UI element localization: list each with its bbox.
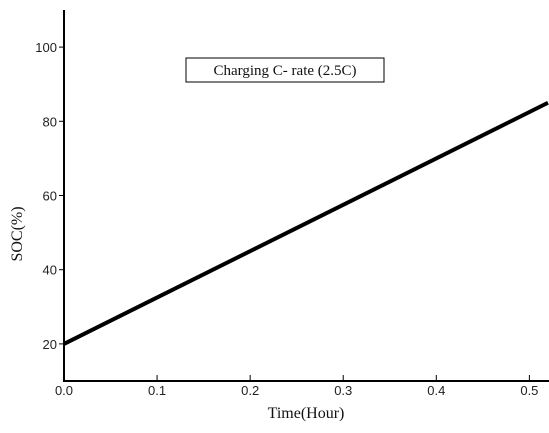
y-tick-label: 100 (35, 40, 57, 55)
y-tick-label: 20 (43, 337, 57, 352)
annotation-box: Charging C- rate (2.5C) (185, 57, 385, 83)
annotation-text: Charging C- rate (2.5C) (213, 63, 356, 79)
soc-series-line (63, 100, 549, 346)
y-tick-label: 40 (43, 263, 57, 278)
x-tick-label: 0.3 (334, 383, 352, 398)
x-tick-label: 0.4 (427, 383, 445, 398)
series-layer (63, 100, 549, 346)
annotation-frame (185, 57, 385, 83)
x-tick-label: 0.1 (148, 383, 166, 398)
x-tick-label: 0.2 (241, 383, 259, 398)
y-ticks: 20 40 60 80 100 (35, 40, 64, 352)
y-tick-label: 60 (43, 189, 57, 204)
x-tick-label: 0.5 (520, 383, 538, 398)
y-axis-title: SOC(%) (9, 206, 26, 261)
x-axis-title: Time(Hour) (268, 405, 345, 422)
y-tick-label: 80 (43, 114, 57, 129)
x-ticks: 0.0 0.1 0.2 0.3 0.4 0.5 (55, 375, 538, 398)
x-tick-label: 0.0 (55, 383, 73, 398)
